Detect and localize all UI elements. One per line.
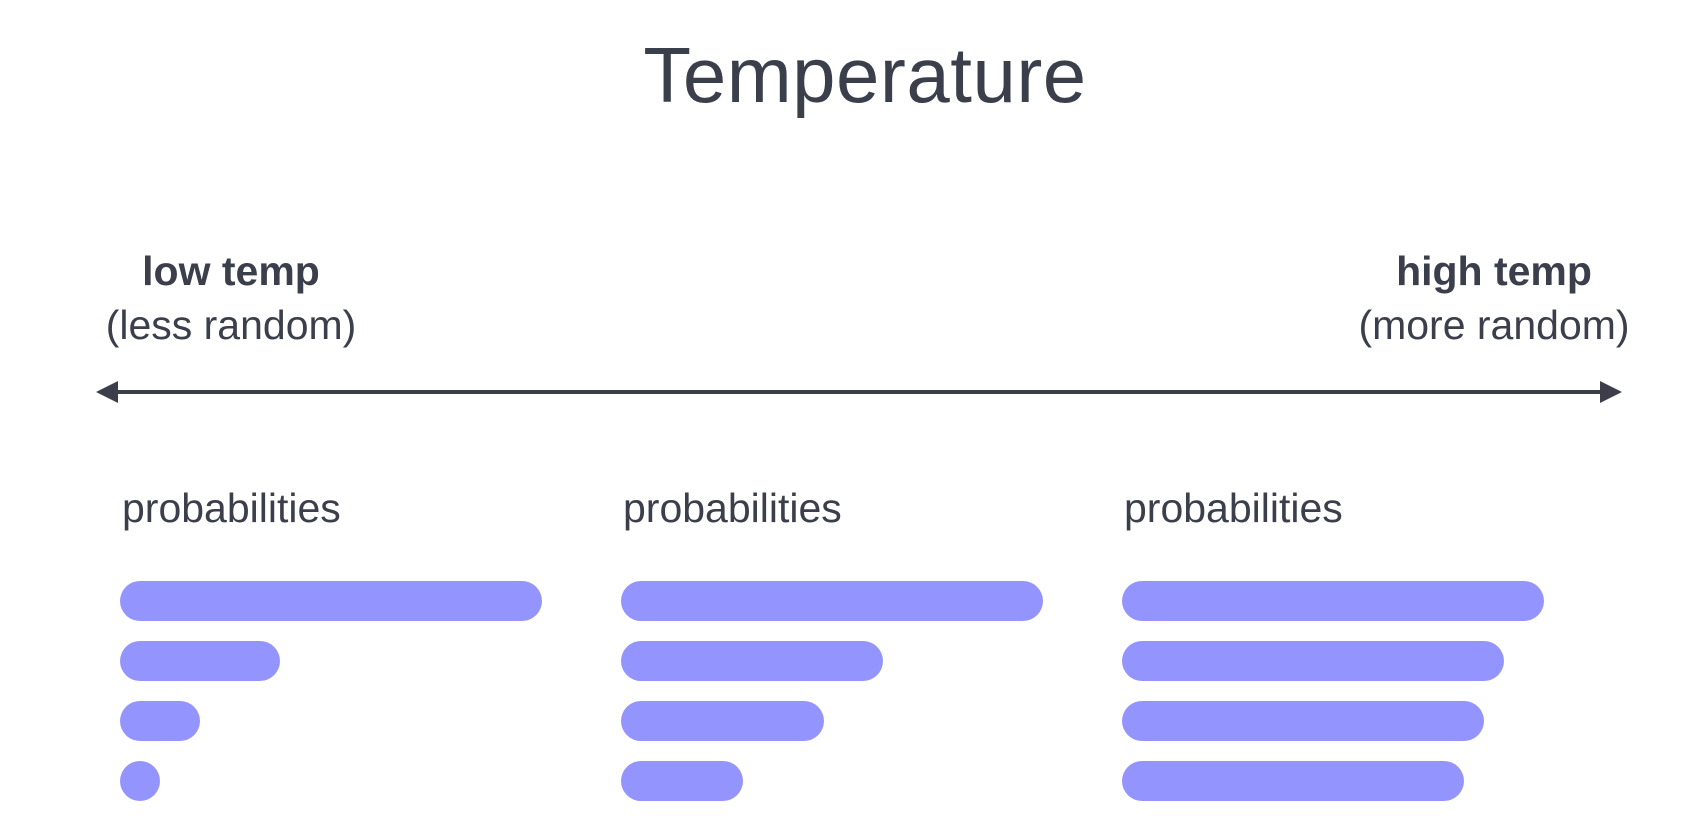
probability-bar [120, 701, 200, 741]
probability-bar [621, 761, 743, 801]
low-temp-subtext: (less random) [105, 302, 357, 348]
probability-bar [1122, 761, 1464, 801]
right-arrowhead-icon [1600, 381, 1622, 403]
diagram-title: Temperature [643, 31, 1087, 119]
probability-bar [120, 761, 160, 801]
probability-bar [1122, 641, 1504, 681]
left-arrowhead-icon [96, 381, 118, 403]
high-temp-heading: high temp [1396, 248, 1592, 294]
probability-bar [1122, 701, 1484, 741]
probability-bar [120, 581, 542, 621]
probability-bar [1122, 581, 1544, 621]
low-temp-heading: low temp [142, 248, 320, 294]
low-temp-label: low temp (less random) [61, 244, 401, 352]
panel-label: probabilities [122, 485, 341, 531]
probability-bar [120, 641, 280, 681]
probability-bar [621, 581, 1043, 621]
high-temp-label: high temp (more random) [1324, 244, 1664, 352]
probability-panel-medium: probabilities [621, 480, 1061, 820]
panel-label: probabilities [623, 485, 842, 531]
probability-panel-high: probabilities [1122, 480, 1562, 820]
probability-panel-low: probabilities [120, 480, 560, 820]
panel-label: probabilities [1124, 485, 1343, 531]
temperature-axis-arrow [96, 381, 1622, 403]
high-temp-subtext: (more random) [1358, 302, 1630, 348]
probability-bar [621, 701, 824, 741]
probability-bar [621, 641, 883, 681]
